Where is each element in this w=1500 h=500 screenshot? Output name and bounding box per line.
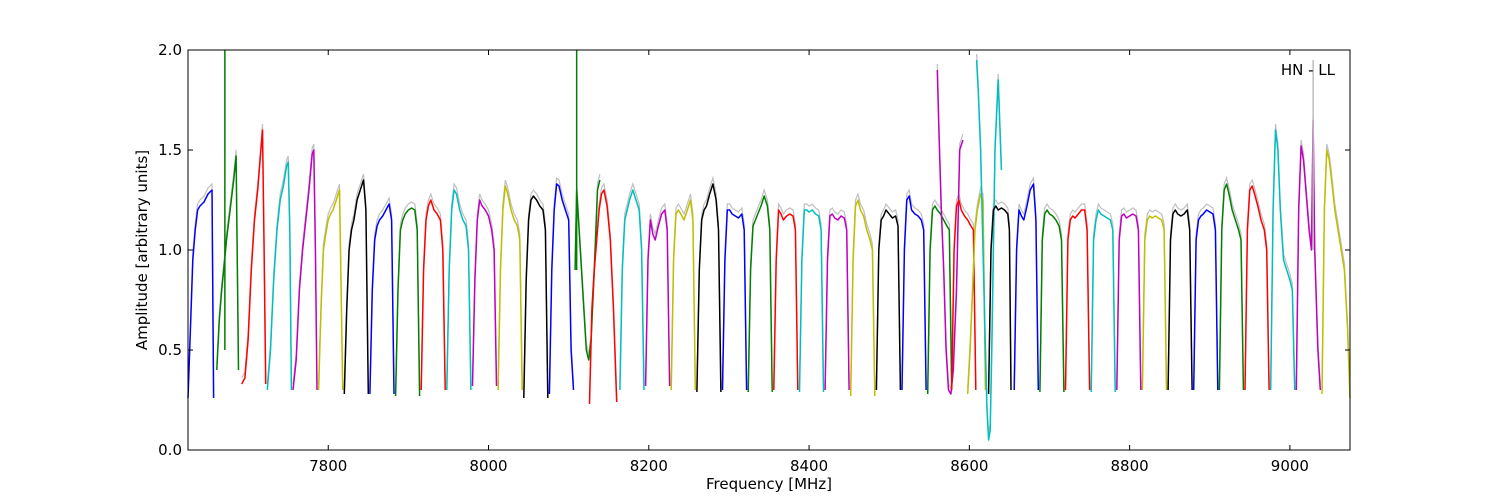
channel-trace-1 bbox=[187, 189, 215, 399]
plot-area bbox=[187, 50, 1351, 441]
channel-trace-13 bbox=[497, 185, 523, 391]
baseline-annotation: HN - LL bbox=[1281, 61, 1336, 79]
channel-trace-39 bbox=[1090, 209, 1116, 393]
channel-trace-26 bbox=[824, 213, 850, 391]
channel-trace-43 bbox=[1192, 209, 1219, 391]
y-tick-label: 1.0 bbox=[158, 241, 182, 259]
channel-trace-27 bbox=[849, 199, 876, 397]
channel-trace-15 bbox=[548, 183, 575, 395]
y-tick-label: 0.0 bbox=[158, 441, 182, 459]
channel-trace-47 bbox=[1295, 119, 1322, 391]
channel-trace-24 bbox=[773, 209, 799, 391]
channel-trace-21 bbox=[696, 183, 722, 393]
x-tick-label: 8400 bbox=[790, 457, 828, 475]
x-tick-label: 9000 bbox=[1271, 457, 1309, 475]
channel-trace-42 bbox=[1167, 209, 1193, 391]
channel-trace-48 bbox=[1321, 149, 1351, 399]
channel-trace-8 bbox=[369, 203, 395, 395]
channel-trace-2 bbox=[216, 155, 240, 371]
y-tick-label: 1.5 bbox=[158, 141, 182, 159]
channel-trace-11 bbox=[446, 189, 472, 391]
channel-trace-12 bbox=[471, 199, 498, 387]
channel-trace-14 bbox=[523, 195, 549, 399]
channel-trace-25 bbox=[798, 209, 825, 393]
x-tick-label: 8200 bbox=[630, 457, 668, 475]
channel-trace-36 bbox=[1013, 183, 1040, 391]
channel-trace-38 bbox=[1064, 209, 1091, 391]
x-tick-label: 8800 bbox=[1111, 457, 1149, 475]
channel-trace-46 bbox=[1269, 129, 1296, 391]
channel-trace-10 bbox=[420, 199, 446, 391]
channel-trace-22 bbox=[721, 209, 748, 391]
channel-trace-28 bbox=[875, 209, 902, 391]
channel-trace-19 bbox=[644, 209, 671, 387]
y-tick-label: 2.0 bbox=[158, 41, 182, 59]
x-axis-title: Frequency [MHz] bbox=[706, 475, 832, 493]
channel-trace-6 bbox=[317, 189, 344, 391]
channel-trace-29 bbox=[901, 195, 927, 391]
channel-trace-32 bbox=[950, 199, 977, 391]
channel-trace-3 bbox=[241, 129, 267, 385]
channel-trace-4 bbox=[266, 161, 293, 391]
channel-trace-35 bbox=[987, 205, 1012, 395]
channel-trace-44 bbox=[1218, 183, 1245, 391]
channel-trace-45 bbox=[1244, 185, 1270, 391]
channel-trace-9 bbox=[394, 207, 421, 397]
channel-trace-34 bbox=[975, 59, 1003, 441]
x-tick-label: 8600 bbox=[950, 457, 988, 475]
channel-trace-37 bbox=[1039, 209, 1065, 393]
channel-trace-30 bbox=[926, 205, 953, 395]
channel-trace-20 bbox=[670, 199, 697, 391]
x-tick-label: 8000 bbox=[469, 457, 507, 475]
channel-trace-5 bbox=[292, 149, 318, 391]
channel-trace-16 bbox=[574, 179, 601, 361]
channel-trace-33 bbox=[966, 193, 987, 395]
channel-trace-7 bbox=[343, 179, 370, 395]
channel-trace-31 bbox=[936, 69, 964, 395]
y-tick-label: 0.5 bbox=[158, 341, 182, 359]
channel-trace-18 bbox=[619, 189, 645, 391]
channel-trace-41 bbox=[1141, 215, 1168, 391]
channel-trace-17 bbox=[588, 189, 618, 405]
channel-trace-40 bbox=[1116, 213, 1142, 391]
x-tick-label: 7800 bbox=[309, 457, 347, 475]
y-axis: 0.0 0.5 1.0 1.5 2.0 bbox=[158, 41, 1350, 459]
y-axis-title: Amplitude [arbitrary units] bbox=[133, 150, 151, 350]
x-axis: 7800 8000 8200 8400 8600 8800 9000 bbox=[309, 50, 1309, 475]
channel-trace-23 bbox=[747, 195, 773, 393]
